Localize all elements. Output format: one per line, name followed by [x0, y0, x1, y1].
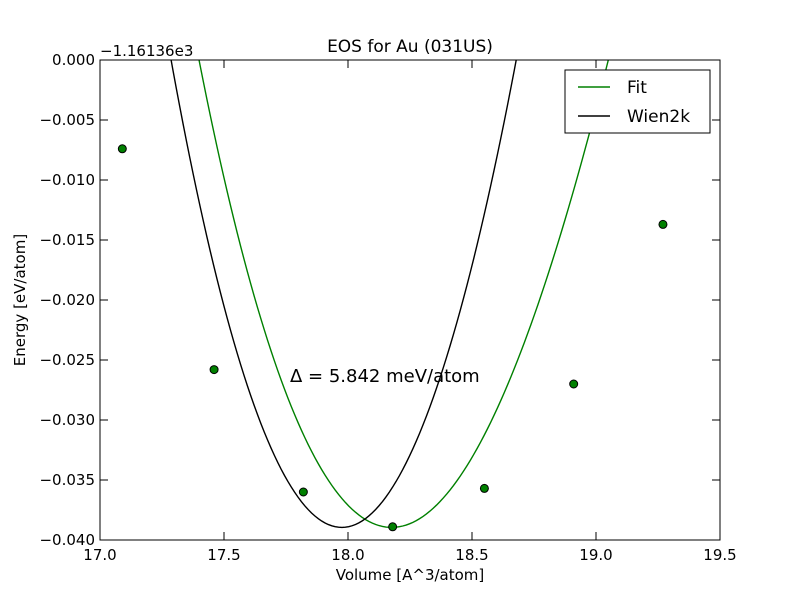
legend-wien2k-label: Wien2k [627, 107, 690, 127]
y-tick-label: −0.010 [39, 171, 95, 189]
x-tick-label: 19.5 [703, 546, 736, 564]
data-point-fit [209, 365, 219, 375]
y-offset-label: −1.16136e3 [100, 42, 193, 60]
marker-layer [117, 144, 668, 532]
y-tick-label: −0.005 [39, 111, 95, 129]
data-point-fit [479, 483, 489, 493]
chart-title: EOS for Au (031US) [327, 37, 493, 57]
y-axis-ticks: 0.000 −0.005 −0.010 −0.015 −0.020 −0.025 −0.03… [39, 51, 720, 549]
data-point-fit [569, 379, 579, 389]
x-tick-label: 17.0 [83, 546, 116, 564]
y-tick-label: −0.025 [39, 351, 95, 369]
x-axis-label: Volume [A^3/atom] [336, 566, 485, 584]
y-tick-label: −0.040 [39, 531, 95, 549]
x-tick-label: 19.0 [579, 546, 612, 564]
data-point-fit [117, 144, 127, 154]
x-axis-ticks: 17.0 17.5 18.0 18.5 19.0 19.5 [83, 60, 737, 564]
data-point-fit [388, 522, 398, 532]
legend-box [564, 69, 711, 134]
x-tick-label: 18.0 [331, 546, 364, 564]
data-point-fit [298, 487, 308, 497]
series-line-wien2k [170, 60, 517, 529]
y-axis-label: Energy [eV/atom] [11, 234, 29, 366]
delta-annotation: Δ = 5.842 meV/atom [290, 366, 480, 387]
y-tick-label: −0.030 [39, 411, 95, 429]
legend-fit-label: Fit [627, 78, 647, 98]
x-tick-label: 18.5 [455, 546, 488, 564]
y-tick-label: 0.000 [52, 51, 95, 69]
legend: Fit Wien2k [564, 69, 711, 134]
y-tick-label: −0.035 [39, 471, 95, 489]
x-tick-label: 17.5 [207, 546, 240, 564]
y-tick-label: −0.015 [39, 231, 95, 249]
y-tick-label: −0.020 [39, 291, 95, 309]
data-point-fit [658, 219, 668, 229]
